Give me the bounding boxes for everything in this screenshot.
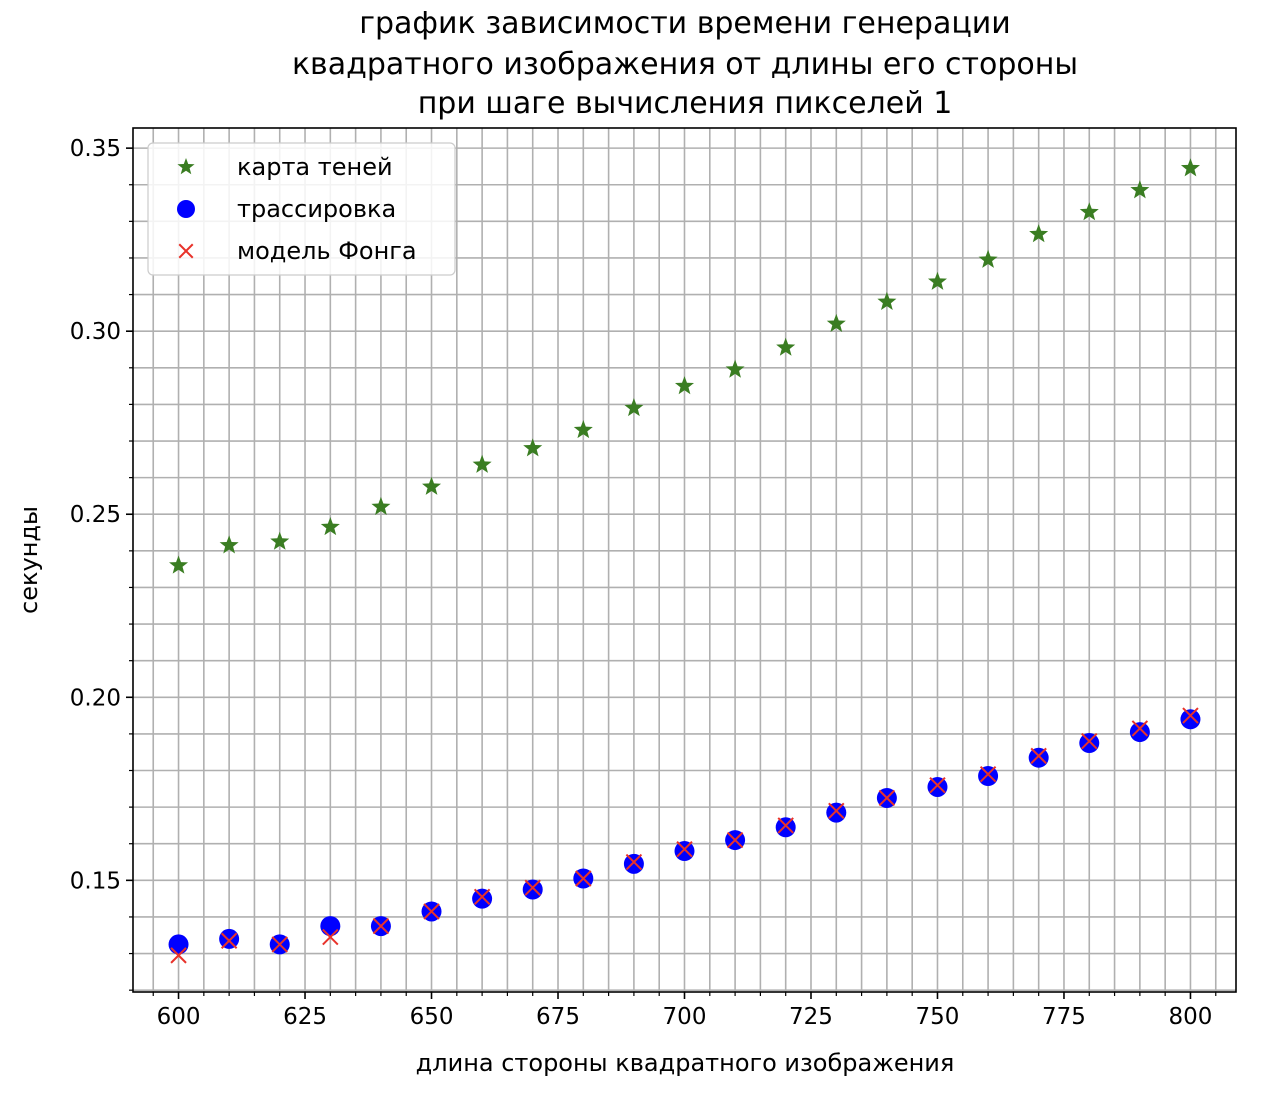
data-point-ray-tracing [674, 841, 695, 862]
data-point-ray-tracing [320, 916, 341, 937]
data-point-ray-tracing [978, 766, 999, 786]
chart-title-line-2: квадратного изображения от длины его сто… [292, 47, 1078, 82]
legend-label-ray-tracing: трассировка [237, 195, 396, 223]
x-tick-label: 625 [283, 1004, 327, 1030]
data-point-phong-model [979, 765, 997, 783]
y-tick-label: 0.15 [70, 868, 121, 894]
data-point-phong-model [828, 802, 845, 819]
data-point-shadow-map [169, 555, 189, 574]
data-point-ray-tracing [826, 802, 847, 823]
x-tick-label: 600 [157, 1004, 201, 1030]
x-tick-label: 725 [789, 1004, 833, 1030]
data-point-phong-model [524, 879, 541, 896]
data-point-ray-tracing [623, 853, 644, 874]
data-point-ray-tracing [1180, 709, 1201, 730]
data-point-phong-model [1081, 733, 1098, 750]
data-point-shadow-map [877, 291, 897, 310]
data-point-shadow-map [472, 454, 492, 473]
data-point-phong-model [726, 831, 744, 849]
x-tick-label: 775 [1042, 1004, 1086, 1030]
series-phong-model [170, 707, 1199, 964]
data-point-phong-model [878, 789, 896, 807]
x-tick-label: 750 [916, 1004, 960, 1030]
data-point-phong-model [625, 853, 643, 871]
data-point-shadow-map [1079, 202, 1099, 221]
data-point-phong-model [1030, 747, 1047, 765]
data-point-shadow-map [1130, 180, 1150, 199]
legend-marker-shadow-map [177, 158, 195, 175]
data-point-ray-tracing [219, 928, 240, 949]
data-point-phong-model [473, 888, 491, 906]
legend-label-phong-model: модель Фонга [237, 237, 417, 265]
legend-box [147, 142, 456, 276]
axis-ticks: 600 625 650 675 700 725 750 775 800 0.15 0.20 0.25 0… [70, 136, 1217, 1030]
data-point-phong-model [423, 903, 440, 920]
data-point-phong-model [575, 870, 592, 887]
data-point-shadow-map [219, 535, 239, 554]
data-point-shadow-map [674, 376, 695, 395]
x-tick-label: 700 [663, 1004, 707, 1030]
data-point-shadow-map [826, 313, 846, 332]
data-point-shadow-map [371, 496, 391, 516]
legend-marker-phong-model [178, 243, 194, 259]
chart-title: график зависимости времени генерации ква… [292, 6, 1078, 121]
data-point-ray-tracing [168, 934, 189, 955]
x-tick-label: 675 [536, 1004, 580, 1030]
data-point-ray-tracing [927, 776, 948, 797]
data-point-shadow-map [422, 476, 442, 495]
data-point-phong-model [322, 928, 339, 946]
chart-title-line-1: график зависимости времени генерации [359, 6, 1011, 41]
data-point-ray-tracing [1028, 747, 1049, 768]
data-point-shadow-map [776, 337, 796, 356]
data-points [168, 158, 1201, 964]
x-tick-label: 650 [410, 1004, 454, 1030]
data-point-phong-model [372, 917, 390, 935]
data-point-phong-model [676, 841, 693, 858]
data-point-phong-model [170, 947, 187, 964]
legend-marker-ray-tracing [177, 200, 195, 218]
x-tick-label: 800 [1169, 1004, 1213, 1030]
legend-label-shadow-map: карта теней [237, 153, 393, 181]
data-point-phong-model [1182, 707, 1199, 724]
x-axis-label: длина стороны квадратного изображения [416, 1049, 955, 1077]
data-point-shadow-map [927, 271, 947, 290]
data-point-ray-tracing [472, 888, 493, 909]
data-point-phong-model [777, 817, 794, 834]
y-tick-label: 0.30 [70, 319, 121, 345]
data-point-shadow-map [725, 359, 745, 378]
series-shadow-map [169, 158, 1200, 574]
data-point-shadow-map [624, 398, 644, 417]
y-axis-label: секунды [15, 506, 43, 614]
data-point-ray-tracing [1079, 733, 1100, 754]
data-point-shadow-map [1180, 158, 1200, 177]
data-point-phong-model [271, 936, 288, 953]
data-point-phong-model [1131, 720, 1149, 737]
data-point-shadow-map [978, 249, 998, 268]
chart-title-line-3: при шаге вычисления пикселей 1 [418, 86, 953, 121]
data-point-shadow-map [1029, 224, 1049, 243]
y-tick-label: 0.20 [70, 685, 121, 711]
y-tick-label: 0.25 [70, 502, 121, 528]
legend: карта теней трассировка модель Фонга [147, 142, 456, 276]
data-point-shadow-map [573, 420, 593, 439]
data-point-phong-model [220, 932, 238, 949]
data-point-phong-model [929, 776, 946, 794]
data-point-ray-tracing [1129, 722, 1150, 743]
data-point-ray-tracing [522, 879, 543, 900]
data-point-shadow-map [523, 438, 543, 457]
data-point-shadow-map [270, 531, 290, 550]
data-point-shadow-map [320, 517, 340, 536]
y-tick-label: 0.35 [70, 136, 121, 162]
data-point-ray-tracing [775, 817, 796, 838]
